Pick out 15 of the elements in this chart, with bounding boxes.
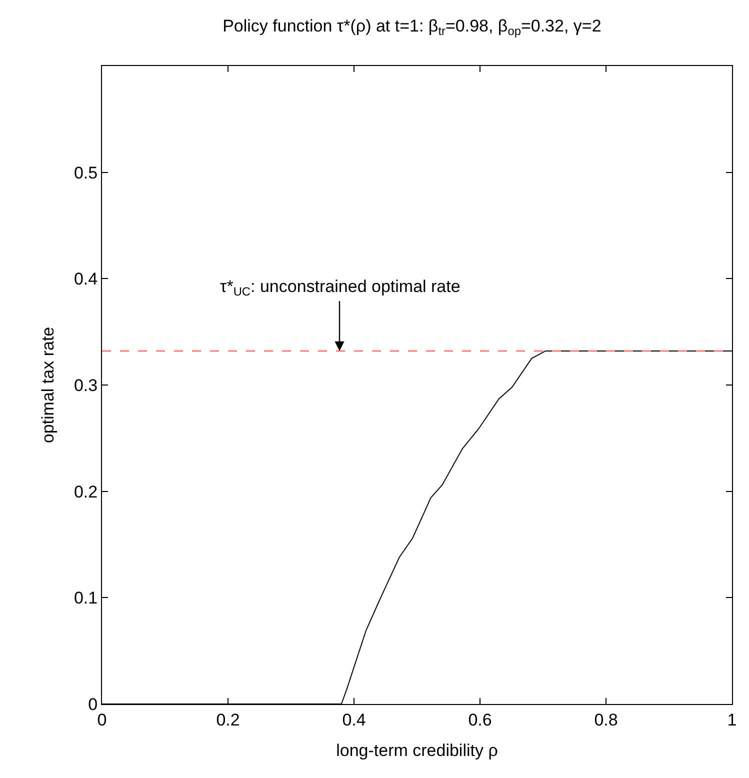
x-tick-label: 1 — [727, 710, 737, 730]
y-tick-label: 0 — [88, 694, 98, 714]
x-tick-label: 0.6 — [468, 710, 492, 730]
x-tick-label: 0.2 — [216, 710, 240, 730]
y-tick-label: 0.5 — [74, 163, 98, 182]
y-axis-title: optimal tax rate — [38, 326, 58, 444]
x-tick-label: 0.8 — [594, 710, 618, 730]
x-tick-label: 0.4 — [342, 710, 366, 730]
y-tick-label: 0.2 — [74, 482, 98, 502]
y-tick-label: 0.4 — [74, 270, 98, 289]
y-tick-label: 0.3 — [74, 376, 98, 395]
y-tick-label: 0.1 — [74, 588, 98, 608]
x-axis-title: long-term credibility ρ — [336, 740, 498, 760]
chart-title: Policy function τ*(ρ) at t=1: β$_{tr}$=0.98, β$_{op}$=0.32, γ=2 — [222, 16, 602, 38]
annotation: τ*$_{UC}$: unconstrained optimal rate — [220, 277, 460, 299]
